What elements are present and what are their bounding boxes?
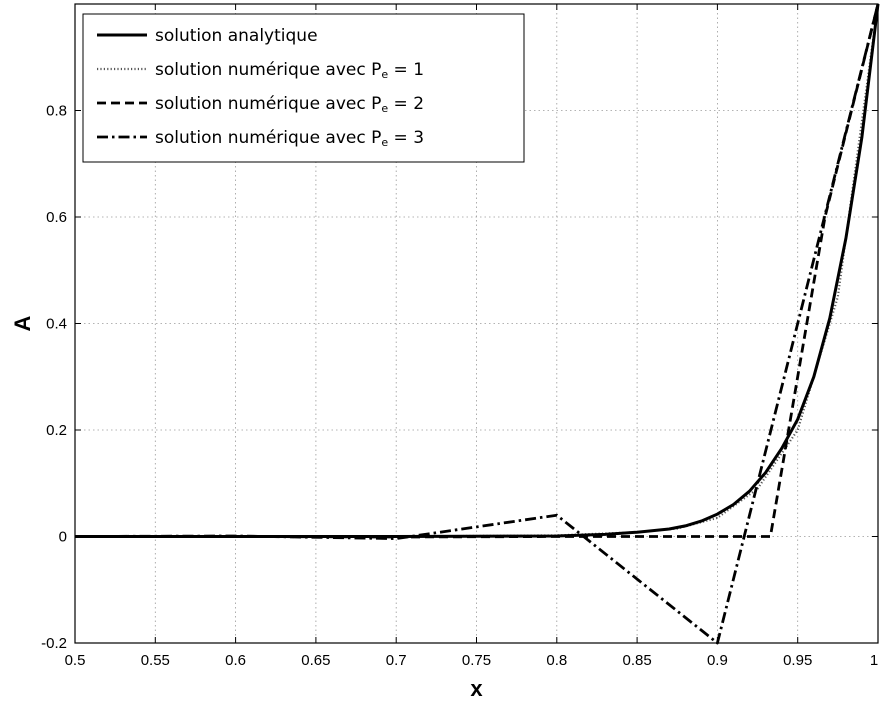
x-tick-label-10: 1	[870, 652, 878, 669]
series-layer	[74, 3, 880, 645]
y-tick-label-2: 0.2	[46, 422, 67, 439]
series-line-0	[75, 3, 880, 538]
legend-label-2: solution numérique avec Pe = 2	[155, 94, 424, 115]
legend-label-sub-1: e	[381, 68, 388, 81]
x-axis-label: x	[470, 676, 483, 701]
legend-label-1: solution numérique avec Pe = 1	[155, 60, 424, 81]
legend-label-tail-2: = 2	[388, 94, 424, 114]
y-tick-label-1: 0	[59, 529, 67, 546]
y-tick-label-5: 0.8	[46, 103, 67, 120]
legend: solution analytique solution numérique av…	[82, 13, 525, 163]
tick-layer: 0.5 0.55 0.6 0.65 0.7 0.75 0.8 0.85 0.9 0.95 1 -0.2…	[41, 4, 879, 669]
legend-label-sub-3: e	[381, 136, 388, 149]
legend-label-tail-3: = 3	[388, 128, 424, 148]
legend-label-tail-1: = 1	[388, 60, 424, 80]
y-tick-label-0: -0.2	[41, 635, 67, 652]
x-tick-label-8: 0.9	[707, 652, 728, 669]
x-tick-label-3: 0.65	[301, 652, 330, 669]
legend-label-3: solution numérique avec Pe = 3	[155, 128, 424, 149]
x-tick-label-6: 0.8	[546, 652, 567, 669]
x-tick-label-5: 0.75	[462, 652, 491, 669]
legend-label-main-1: solution numérique avec P	[155, 60, 381, 80]
x-tick-label-1: 0.55	[141, 652, 170, 669]
x-tick-label-2: 0.6	[225, 652, 246, 669]
legend-label-main-3: solution numérique avec P	[155, 128, 381, 148]
legend-box	[82, 13, 525, 163]
x-tick-label-0: 0.5	[65, 652, 86, 669]
x-tick-label-7: 0.85	[622, 652, 651, 669]
y-tick-label-4: 0.6	[46, 209, 67, 226]
x-tick-label-9: 0.95	[783, 652, 812, 669]
legend-label-main-2: solution numérique avec P	[155, 94, 381, 114]
y-axis-label: A	[10, 315, 35, 331]
y-tick-label-3: 0.4	[46, 316, 67, 333]
x-tick-label-4: 0.7	[386, 652, 407, 669]
legend-label-0: solution analytique	[155, 26, 318, 46]
legend-label-sub-2: e	[381, 102, 388, 115]
